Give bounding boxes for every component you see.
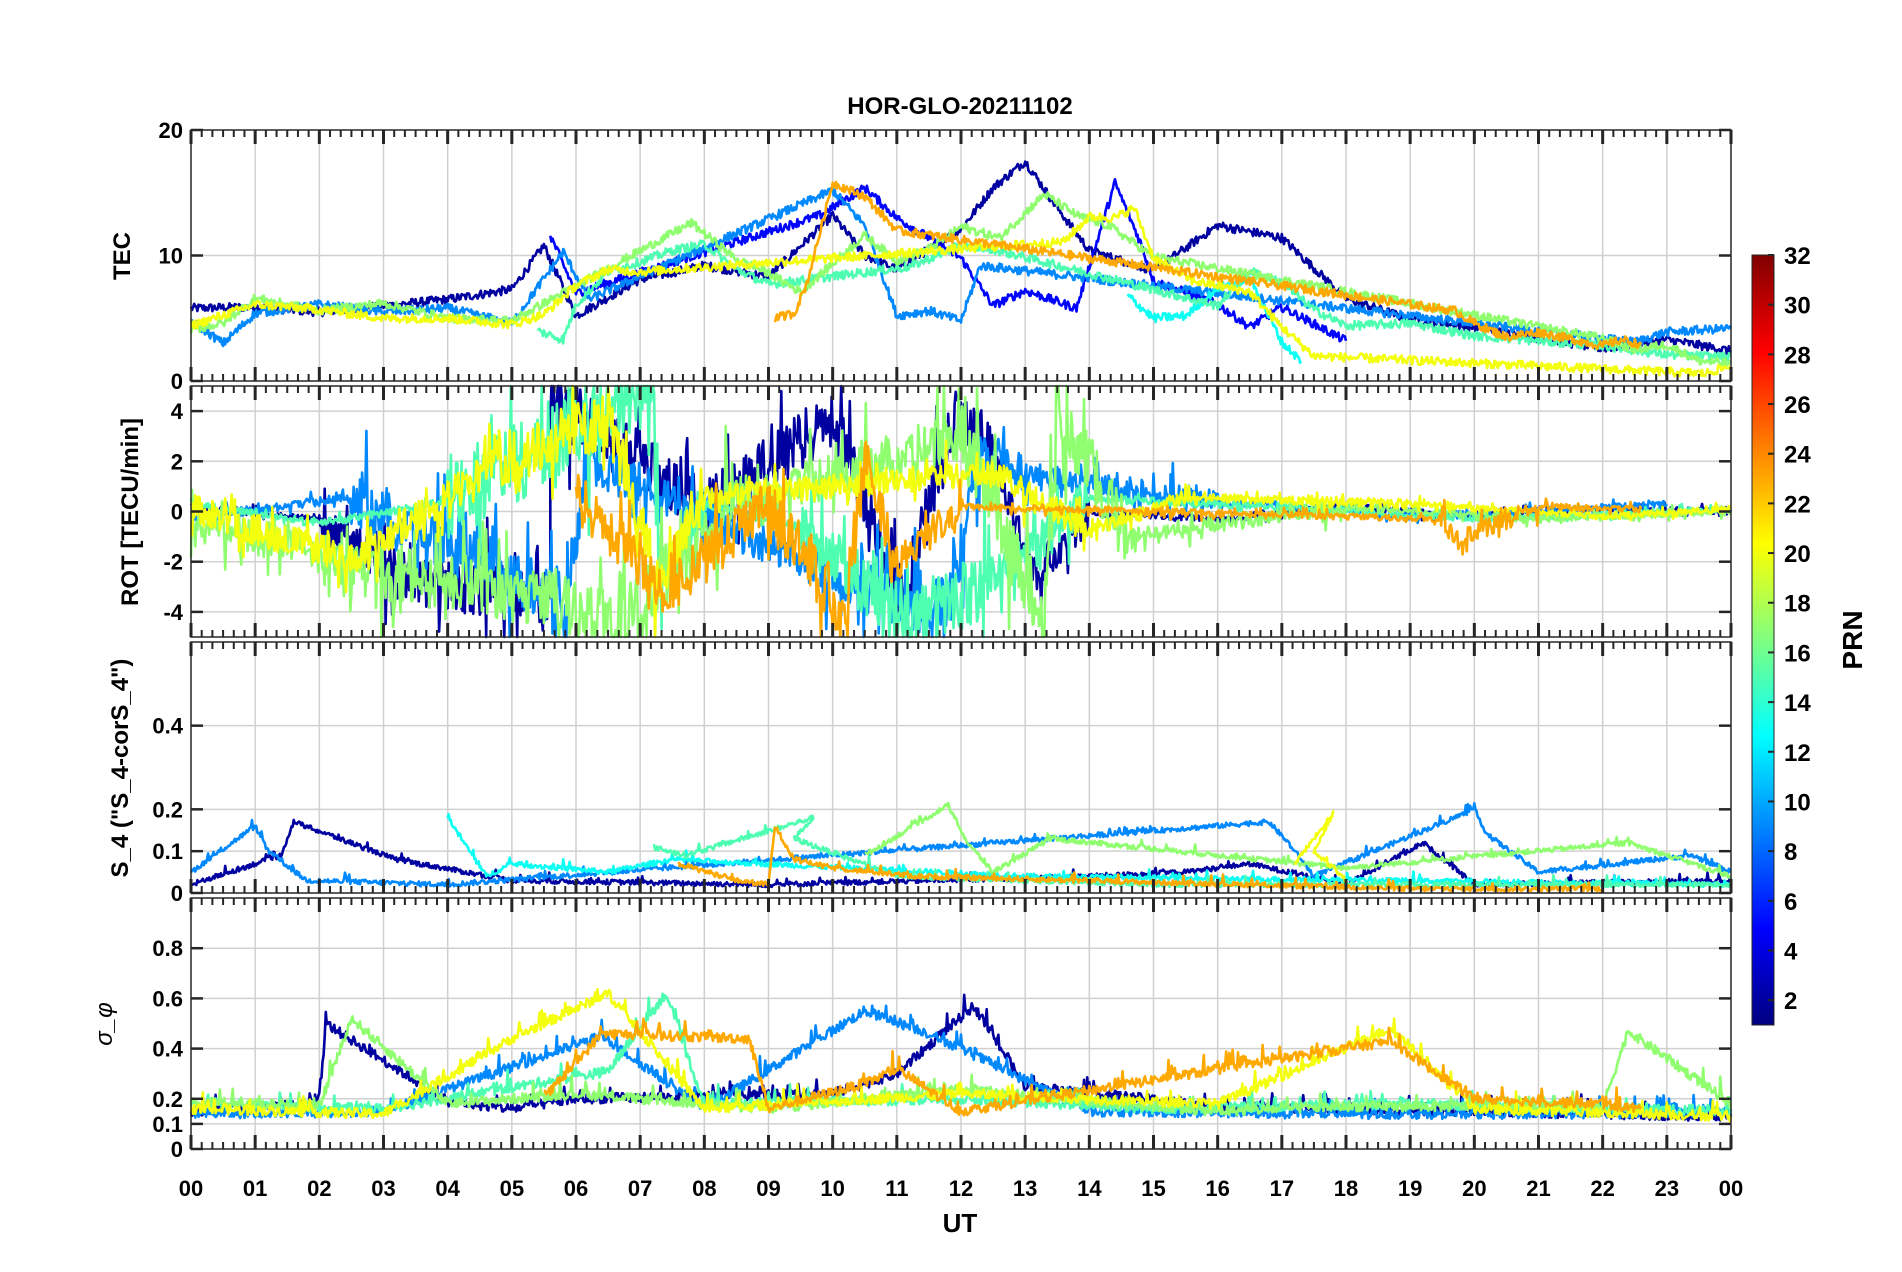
x-tick-label: 00 bbox=[1719, 1176, 1743, 1201]
colorbar-label: PRN bbox=[1837, 610, 1868, 669]
series-line-prn-20 bbox=[189, 204, 1732, 378]
gridlines-sigma-phi bbox=[191, 898, 1731, 1149]
series-line-prn-20 bbox=[1293, 810, 1347, 883]
series-line-prn-17 bbox=[189, 191, 1733, 367]
x-tick-label: 15 bbox=[1141, 1176, 1165, 1201]
x-tick-label: 00 bbox=[179, 1176, 203, 1201]
series-line-prn-15 bbox=[536, 239, 1733, 363]
y-tick-label: 0.1 bbox=[152, 839, 183, 864]
colorbar-tick-label: 12 bbox=[1784, 740, 1811, 767]
y-tick-label: 2 bbox=[171, 449, 183, 474]
x-tick-label: 22 bbox=[1590, 1176, 1614, 1201]
x-tick-label: 10 bbox=[820, 1176, 844, 1201]
series-line-prn-23 bbox=[677, 826, 1604, 893]
x-tick-label: 14 bbox=[1077, 1176, 1102, 1201]
panel-rot: -4 -2 0 2 4 ROT [TECU/min] bbox=[117, 384, 1733, 639]
x-tick-label: 03 bbox=[371, 1176, 395, 1201]
colorbar-tick-label: 4 bbox=[1784, 938, 1798, 965]
x-tick-label: 05 bbox=[500, 1176, 524, 1201]
colorbar-tick-label: 24 bbox=[1784, 442, 1811, 469]
x-tick-label: 11 bbox=[885, 1176, 908, 1201]
y-tick-label: 0 bbox=[171, 1137, 183, 1162]
y-tick-label: 0 bbox=[171, 500, 183, 525]
y-tick-label: 4 bbox=[171, 399, 184, 424]
x-tick-label: 21 bbox=[1526, 1176, 1550, 1201]
y-tick-label: 0.1 bbox=[152, 1112, 183, 1137]
y-tick-label: 0.6 bbox=[152, 986, 183, 1011]
colorbar-tick-label: 18 bbox=[1784, 591, 1811, 618]
colorbar-tick-label: 2 bbox=[1784, 988, 1797, 1015]
x-tick-label: 13 bbox=[1013, 1176, 1037, 1201]
colorbar-tick-label: 10 bbox=[1784, 789, 1811, 816]
series-sigma-phi bbox=[189, 987, 1733, 1123]
y-tick-label: 0.4 bbox=[152, 714, 183, 739]
colorbar-tick-label: 8 bbox=[1784, 839, 1797, 866]
x-tick-label: 08 bbox=[692, 1176, 716, 1201]
axis-ticks-rot: -4 -2 0 2 4 bbox=[163, 386, 1733, 637]
colorbar-tick-label: 28 bbox=[1784, 342, 1811, 369]
colorbar-tick-label: 16 bbox=[1784, 640, 1811, 667]
series-line-prn-2 bbox=[189, 160, 1732, 355]
ylabel-tec: TEC bbox=[109, 232, 136, 280]
x-tick-labels: 00 01 02 03 04 05 06 07 08 09 10 11 12 13 14 15 16 17 18 19… bbox=[179, 1176, 1743, 1201]
x-axis-label: UT bbox=[943, 1208, 978, 1238]
series-line-prn-15 bbox=[189, 384, 1732, 639]
colorbar-tick-label: 22 bbox=[1784, 491, 1811, 518]
gridlines-s4 bbox=[191, 642, 1731, 893]
chart-title: HOR-GLO-20211102 bbox=[847, 93, 1072, 120]
x-tick-label: 12 bbox=[949, 1176, 973, 1201]
axis-ticks-s4: 0 0.1 0.2 0.4 bbox=[152, 642, 1733, 906]
x-tick-label: 09 bbox=[756, 1176, 780, 1201]
series-tec bbox=[189, 160, 1733, 378]
series-line-prn-23 bbox=[543, 1017, 1643, 1117]
x-tick-label: 17 bbox=[1270, 1176, 1294, 1201]
y-tick-label: 0.8 bbox=[152, 936, 183, 961]
series-line-prn-23 bbox=[574, 440, 1643, 639]
x-tick-label: 07 bbox=[628, 1176, 652, 1201]
y-tick-label: 0.2 bbox=[152, 797, 183, 822]
series-line-prn-20 bbox=[189, 987, 1733, 1123]
colorbar-tick-label: 26 bbox=[1784, 392, 1811, 419]
y-tick-label: 10 bbox=[159, 244, 183, 269]
panel-sigma-phi: 00.10.2 0.4 0.6 0.8 σ_φ bbox=[91, 897, 1733, 1162]
ylabel-sigma-phi: σ_φ bbox=[91, 1002, 118, 1045]
series-line-prn-23 bbox=[773, 180, 1643, 351]
colorbar-tick-label: 32 bbox=[1784, 243, 1811, 270]
x-tick-label: 18 bbox=[1334, 1176, 1358, 1201]
colorbar-gradient bbox=[1751, 254, 1775, 1026]
ylabel-s4: S_4 ("S_4-corS_4") bbox=[107, 659, 134, 878]
panel-s4: 0 0.1 0.2 0.4 S_4 ("S_4-corS_4") bbox=[107, 641, 1733, 906]
axis-ticks-tec: 0 10 20 bbox=[159, 118, 1733, 394]
axis-ticks-sigma-phi: 00.10.2 0.4 0.6 0.8 bbox=[152, 898, 1733, 1162]
x-tick-label: 06 bbox=[564, 1176, 588, 1201]
x-tick-label: 20 bbox=[1462, 1176, 1486, 1201]
y-tick-label: 0 bbox=[171, 369, 183, 394]
y-tick-label: 20 bbox=[159, 118, 183, 143]
ylabel-rot: ROT [TECU/min] bbox=[117, 418, 144, 606]
y-tick-label: -4 bbox=[163, 600, 183, 625]
colorbar-tick-label: 14 bbox=[1784, 690, 1811, 717]
x-tick-label: 02 bbox=[307, 1176, 331, 1201]
colorbar-tick-label: 20 bbox=[1784, 541, 1811, 568]
y-tick-label: 0.4 bbox=[152, 1037, 183, 1062]
x-tick-label: 01 bbox=[243, 1176, 267, 1201]
x-tick-label: 23 bbox=[1655, 1176, 1679, 1201]
panel-tec: 0 10 20 TEC bbox=[109, 118, 1733, 394]
x-tick-label: 04 bbox=[435, 1176, 460, 1201]
y-tick-label: 0 bbox=[171, 881, 183, 906]
series-rot bbox=[189, 384, 1733, 639]
x-tick-label: 16 bbox=[1205, 1176, 1229, 1201]
y-tick-label: -2 bbox=[163, 550, 183, 575]
x-tick-label: 19 bbox=[1398, 1176, 1422, 1201]
y-tick-label: 0.2 bbox=[152, 1087, 183, 1112]
colorbar-tick-label: 30 bbox=[1784, 293, 1811, 320]
colorbar-tick-label: 6 bbox=[1784, 889, 1797, 916]
